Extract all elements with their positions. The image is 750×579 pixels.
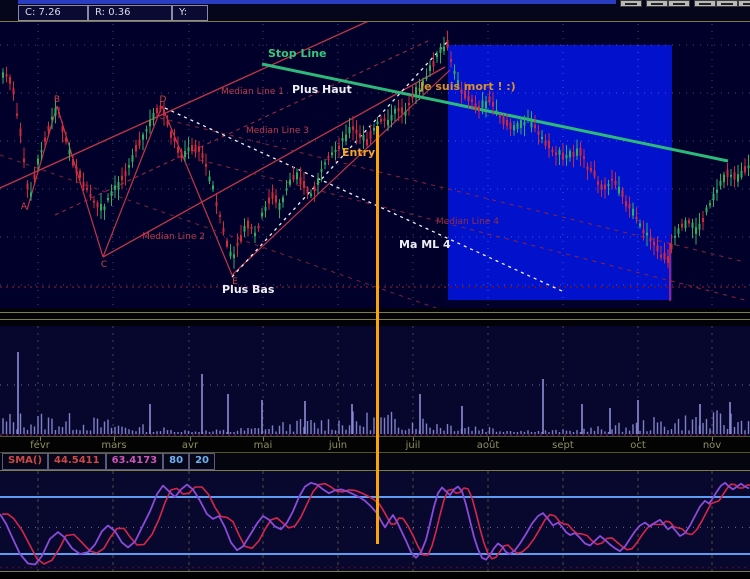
indicator-value-cell: 63.4173 — [105, 453, 164, 470]
month-tick — [563, 437, 564, 441]
pivot-label-E: E — [232, 277, 238, 287]
quote-cell-0[interactable]: C: 7.26 — [18, 5, 88, 21]
indicator-value-cell: 20 — [189, 453, 215, 470]
chart-annotation: Median Line 4 — [436, 217, 499, 227]
month-label: mars — [101, 440, 127, 451]
window-button-icon[interactable] — [738, 0, 750, 7]
chart-annotation: Entry — [342, 146, 375, 159]
chart-top-border — [0, 21, 750, 22]
quote-cell-2[interactable]: Y: — [172, 5, 208, 21]
volume-panel-canvas[interactable] — [0, 326, 750, 436]
bottom-border — [0, 571, 750, 572]
indicator-readout-bar: SMA() 44.5411 63.4173 80 20 — [0, 452, 750, 470]
entry-vertical-line — [376, 126, 379, 544]
month-label: août — [476, 440, 500, 451]
chart-annotation: Stop Line — [268, 47, 327, 60]
window-button-icon[interactable] — [668, 0, 690, 7]
chart-annotation: Median Line 2 — [142, 232, 205, 242]
month-tick — [190, 437, 191, 441]
month-label: nov — [702, 440, 722, 451]
window-button-icon[interactable] — [646, 0, 668, 7]
quote-cells: C: 7.26 R: 0.36 Y: — [18, 5, 208, 21]
month-tick — [413, 437, 414, 441]
month-label: févr — [30, 440, 50, 451]
title-bar-strip — [18, 0, 616, 4]
indicator-value-cell: 44.5411 — [48, 453, 106, 470]
highlight-region — [448, 45, 672, 300]
window-button-icon[interactable] — [694, 0, 716, 7]
chart-annotation: Plus Bas — [222, 283, 275, 296]
chart-annotation: Ma ML 4 — [399, 238, 451, 251]
panel-separator — [0, 308, 750, 326]
quote-cell-1[interactable]: R: 0.36 — [88, 5, 172, 21]
price-chart-canvas[interactable]: A B C D E Stop Line Median Line 1 Plus Haut Je s… — [0, 22, 750, 308]
month-label: sept — [552, 440, 574, 451]
month-tick — [40, 437, 41, 441]
month-label: avr — [181, 440, 199, 451]
pivot-label-D: D — [160, 95, 167, 105]
month-tick — [263, 437, 264, 441]
separator-line-top — [0, 312, 750, 313]
indicator-value-cell: 80 — [163, 453, 190, 470]
month-tick — [114, 437, 115, 441]
separator-line-bottom — [0, 319, 750, 320]
quote-toolbar: C: 7.26 R: 0.36 Y: — [0, 0, 750, 22]
pivot-label-C: C — [101, 260, 107, 270]
indicator-value-cell: SMA() — [2, 453, 49, 470]
month-label: mai — [253, 440, 273, 451]
time-axis: févr mars avr mai juin juil août sept oct nov — [0, 436, 750, 452]
window-button-icon[interactable] — [620, 0, 642, 7]
chart-annotation: Median Line 3 — [246, 126, 309, 136]
pivot-label-B: B — [54, 95, 60, 105]
chart-annotation: Je suis mort ! :) — [419, 80, 516, 93]
pivot-label-A: A — [21, 202, 28, 212]
chart-annotation: Plus Haut — [292, 83, 352, 96]
month-tick — [712, 437, 713, 441]
chart-annotation: Median Line 1 — [221, 87, 284, 97]
month-label: oct — [630, 440, 646, 451]
window-button-icon[interactable] — [716, 0, 738, 7]
month-tick — [338, 437, 339, 441]
month-tick — [488, 437, 489, 441]
month-label: juin — [328, 440, 348, 451]
stochastic-panel-canvas[interactable] — [0, 470, 750, 571]
month-label: juil — [405, 440, 421, 451]
month-tick — [638, 437, 639, 441]
